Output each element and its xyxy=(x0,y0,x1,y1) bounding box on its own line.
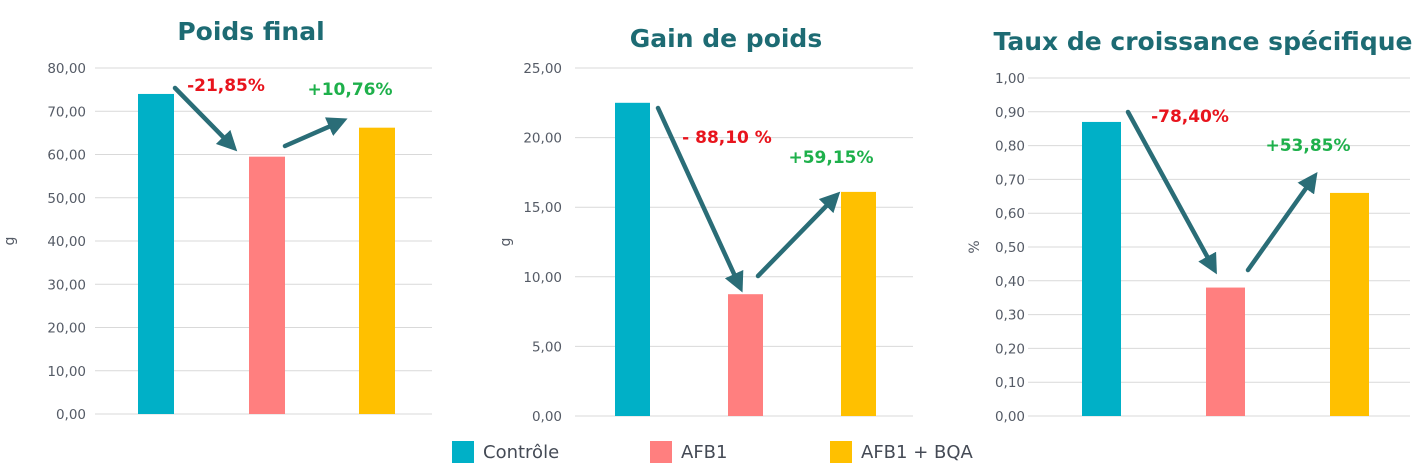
y-tick-label: 70,00 xyxy=(47,104,86,120)
y-tick-label: 0,20 xyxy=(995,341,1025,357)
bar-afb1-bqa xyxy=(1330,192,1369,416)
decrease-annotation: -78,40% xyxy=(1151,107,1229,127)
bar-controle xyxy=(1082,121,1121,416)
increase-annotation: +10,76% xyxy=(307,80,392,100)
bar-afb1-bqa xyxy=(359,127,395,414)
increase-annotation: +59,15% xyxy=(788,148,873,168)
bar-controle xyxy=(138,93,174,414)
increase-annotation: +53,85% xyxy=(1265,136,1350,156)
y-tick-label: 0,90 xyxy=(995,105,1025,121)
y-tick-label: 10,00 xyxy=(523,270,562,286)
legend-swatch xyxy=(830,441,852,463)
chart-title: Taux de croissance spécifique xyxy=(994,27,1413,56)
decrease-arrow xyxy=(655,105,744,293)
legend-label: AFB1 + BQA xyxy=(861,441,973,463)
increase-arrow xyxy=(1245,172,1318,273)
legend-item-controle: Contrôle xyxy=(452,438,559,466)
decrease-arrow xyxy=(1125,109,1217,275)
y-tick-label: 0,00 xyxy=(56,407,86,423)
legend-label: AFB1 xyxy=(681,441,728,463)
y-tick-label: 0,00 xyxy=(532,409,562,425)
y-tick-label: 60,00 xyxy=(47,148,86,164)
y-tick-label: 0,60 xyxy=(995,206,1025,222)
y-tick-label: 0,40 xyxy=(995,274,1025,290)
chart-title: Poids final xyxy=(177,17,324,46)
bar-afb1 xyxy=(728,294,763,416)
bar-afb1 xyxy=(1206,287,1245,416)
y-tick-label: 0,00 xyxy=(995,409,1025,425)
y-tick-label: 0,80 xyxy=(995,139,1025,155)
y-tick-label: 25,00 xyxy=(523,61,562,77)
decrease-annotation: - 88,10 % xyxy=(682,128,772,148)
bar-afb1-bqa xyxy=(841,191,876,416)
decrease-annotation: -21,85% xyxy=(187,76,265,96)
y-tick-label: 0,70 xyxy=(995,172,1025,188)
decrease-arrow xyxy=(172,85,238,152)
y-tick-label: 0,30 xyxy=(995,308,1025,324)
legend-item-afb1-bqa: AFB1 + BQA xyxy=(830,438,973,466)
y-tick-label: 40,00 xyxy=(47,234,86,250)
legend-label: Contrôle xyxy=(483,441,560,463)
y-tick-label: 10,00 xyxy=(47,364,86,380)
y-tick-label: 50,00 xyxy=(47,191,86,207)
y-tick-label: 1,00 xyxy=(995,71,1025,87)
y-tick-label: 0,50 xyxy=(995,240,1025,256)
increase-arrow xyxy=(282,117,348,149)
bar-afb1 xyxy=(249,156,285,414)
bar-controle xyxy=(615,102,650,417)
y-tick-label: 80,00 xyxy=(47,61,86,77)
y-axis-label: g xyxy=(2,237,18,246)
legend-swatch xyxy=(452,441,474,463)
y-tick-label: 5,00 xyxy=(532,339,562,355)
legend-item-afb1: AFB1 xyxy=(650,438,727,466)
y-axis-label: % xyxy=(967,240,983,253)
legend-swatch xyxy=(650,441,672,463)
y-tick-label: 0,10 xyxy=(995,375,1025,391)
chart-title: Gain de poids xyxy=(630,24,822,53)
y-tick-label: 15,00 xyxy=(523,200,562,216)
increase-arrow xyxy=(755,191,841,279)
y-axis-label: g xyxy=(498,238,514,247)
y-tick-label: 30,00 xyxy=(47,277,86,293)
y-tick-label: 20,00 xyxy=(523,131,562,147)
y-tick-label: 20,00 xyxy=(47,321,86,337)
